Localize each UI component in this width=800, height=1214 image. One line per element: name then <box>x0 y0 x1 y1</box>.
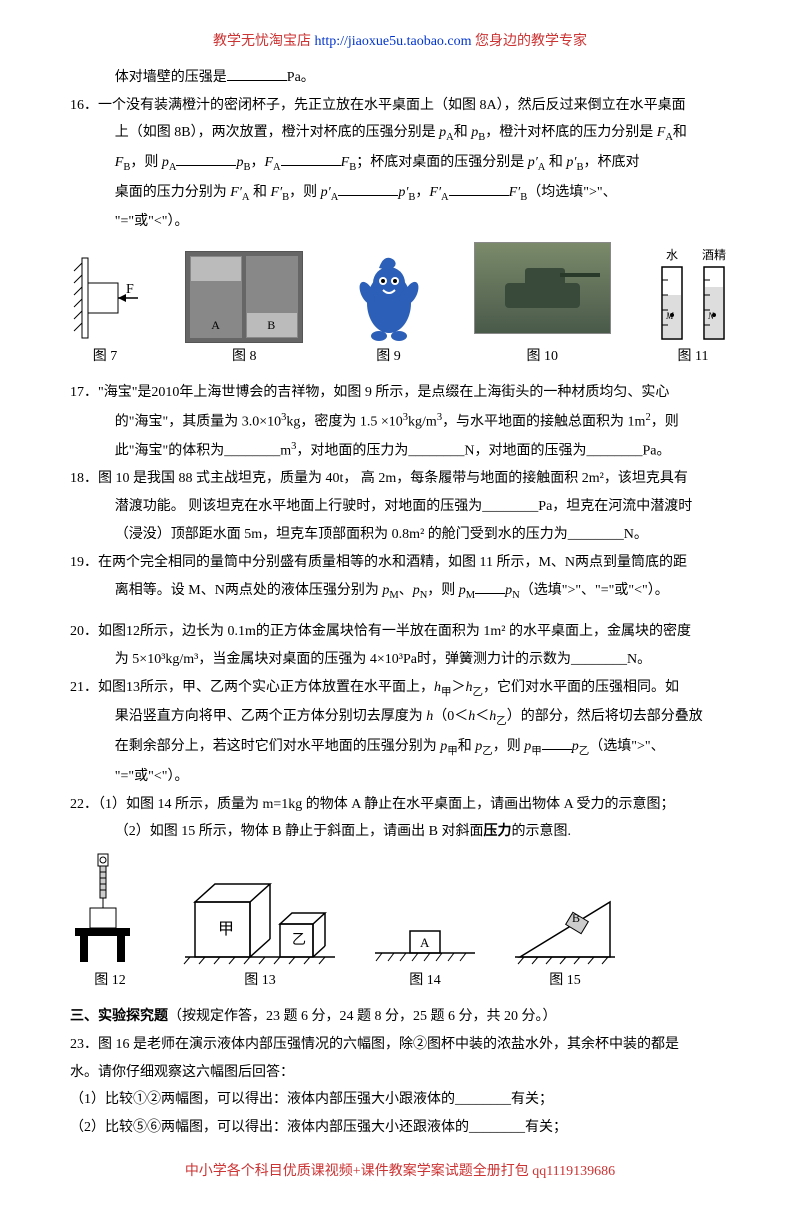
q19-l2: 离相等。设 M、N两点处的液体压强分别为 pM、pN，则 pMpN（选填">"、… <box>70 579 730 605</box>
header-text-2: 您身边的教学专家 <box>472 34 588 49</box>
fig8: A B 图 8 <box>185 251 303 369</box>
q16-num: 16． <box>70 98 98 113</box>
fig12: 图 12 <box>70 852 150 993</box>
q21-l4: "="或"<"）。 <box>70 765 730 789</box>
q21-l2: 果沿竖直方向将甲、乙两个正方体分别切去厚度为 h（0＜h＜h乙）的部分，然后将切… <box>70 705 730 731</box>
q23: 23．图 16 是老师在演示液体内部压强情况的六幅图，除②图杯中装的浓盐水外，其… <box>70 1033 730 1057</box>
svg-text:M: M <box>665 311 674 321</box>
q20: 20．如图12所示，边长为 0.1m的正方体金属块恰有一半放在面积为 1m² 的… <box>70 620 730 644</box>
fig12-svg <box>70 852 150 967</box>
q19: 19．在两个完全相同的量筒中分别盛有质量相等的水和酒精，如图 11 所示，M、N… <box>70 551 730 575</box>
q21-l3: 在剩余部分上，若这时它们对水平地面的压强分别为 p甲和 p乙，则 p甲p乙（选填… <box>70 735 730 761</box>
q22-l2: （2）如图 15 所示，物体 B 静止于斜面上，请画出 B 对斜面压力的示意图. <box>70 820 730 844</box>
fig7: F 图 7 <box>70 253 140 369</box>
q17-l2: 的"海宝"，其质量为 3.0×103kg，密度为 1.5 ×103kg/m3，与… <box>70 409 730 434</box>
q17: 17．"海宝"是2010年上海世博会的吉祥物，如图 9 所示，是点缀在上海街头的… <box>70 381 730 405</box>
fig15-svg: B <box>510 892 620 967</box>
q16-l5: "="或"<"）。 <box>70 210 730 234</box>
header-link[interactable]: http://jiaoxue5u.taobao.com <box>314 34 471 49</box>
q23-l4: （2）比较⑤⑥两幅图，可以得出：液体内部压强大小还跟液体的________有关； <box>70 1116 730 1140</box>
q16-l3: FB，则 pApB，FAFB；杯底对桌面的压强分别是 p′A 和 p′B，杯底对 <box>70 151 730 177</box>
page-footer: 中小学各个科目优质课视频+课件教案学案试题全册打包 qq1119139686 <box>70 1160 730 1184</box>
section-3: 三、实验探究题（按规定作答，23 题 6 分，24 题 8 分，25 题 6 分… <box>70 1005 730 1029</box>
fig9: 图 9 <box>349 248 429 369</box>
svg-text:B: B <box>572 911 580 925</box>
q15-tail: 体对墙壁的压强是Pa。 <box>70 66 730 90</box>
q23-l2: 水。请你仔细观察这六幅图后回答： <box>70 1061 730 1085</box>
fig11: 水 M 酒精 N 图 11 <box>656 245 730 369</box>
svg-text:F: F <box>126 282 134 297</box>
header-text-1: 教学无忧淘宝店 <box>213 34 315 49</box>
fig14-svg: A <box>370 907 480 967</box>
q16-l2: 上（如图 8B），两次放置，橙汁对杯底的压强分别是 pA和 pB，橙汁对杯底的压… <box>70 121 730 147</box>
q18-l2: 潜渡功能。 则该坦克在水平地面上行驶时，对地面的压强为________Pa，坦克… <box>70 495 730 519</box>
fig15: B 图 15 <box>510 892 620 993</box>
q20-l2: 为 5×10³kg/m³，当金属块对桌面的压强为 4×10³Pa时，弹簧测力计的… <box>70 648 730 672</box>
svg-text:甲: 甲 <box>218 921 234 938</box>
q17-l3: 此"海宝"的体积为________m3，对地面的压力为________N，对地面… <box>70 438 730 463</box>
page-header: 教学无忧淘宝店 http://jiaoxue5u.taobao.com 您身边的… <box>70 30 730 54</box>
q22: 22．（1）如图 14 所示，质量为 m=1kg 的物体 A 静止在水平桌面上，… <box>70 793 730 817</box>
svg-text:乙: 乙 <box>292 932 306 948</box>
q18-l3: （浸没）顶部距水面 5m，坦克车顶部面积为 0.8m² 的舱门受到水的压力为__… <box>70 523 730 547</box>
fig9-svg <box>349 248 429 343</box>
fig13-svg: 甲 乙 <box>180 872 340 967</box>
svg-text:A: A <box>420 935 430 950</box>
q18: 18．图 10 是我国 88 式主战坦克，质量为 40t， 高 2m，每条履带与… <box>70 467 730 491</box>
q16-l4: 桌面的压力分别为 F′A 和 F′B，则 p′Ap′B，F′AF′B（均选填">… <box>70 181 730 207</box>
figure-row-2: 图 12 甲 乙 图 13 A 图 14 <box>70 852 730 993</box>
q23-l3: （1）比较①②两幅图，可以得出：液体内部压强大小跟液体的________有关； <box>70 1088 730 1112</box>
q16: 16．一个没有装满橙汁的密闭杯子，先正立放在水平桌面上（如图 8A），然后反过来… <box>70 94 730 118</box>
fig7-svg: F <box>70 253 140 343</box>
figure-row-1: F 图 7 A B 图 8 图 9 图 10 <box>70 242 730 369</box>
svg-text:N: N <box>707 311 715 321</box>
fig10: 图 10 <box>474 242 611 369</box>
q21: 21．如图13所示，甲、乙两个实心正方体放置在水平面上，h甲＞h乙，它们对水平面… <box>70 676 730 702</box>
fig14: A 图 14 <box>370 907 480 993</box>
fig13: 甲 乙 图 13 <box>180 872 340 993</box>
